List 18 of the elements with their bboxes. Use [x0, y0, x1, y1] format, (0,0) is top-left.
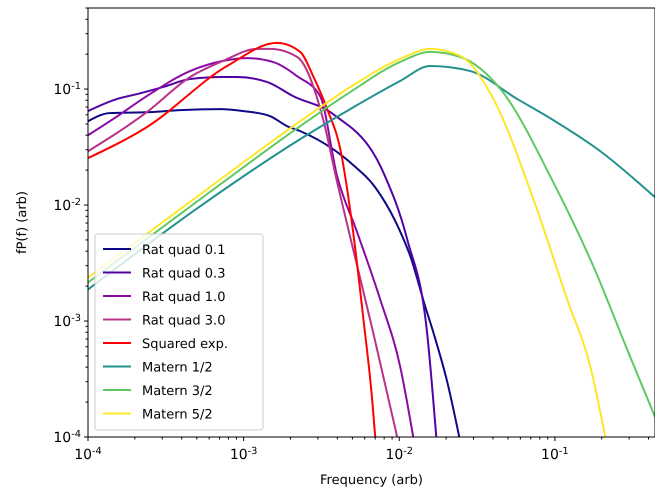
legend-label: Rat quad 1.0 [142, 290, 226, 305]
y-tick-label: 10$^{-2}$ [53, 196, 81, 214]
x-tick-label: 10$^{-4}$ [74, 446, 102, 463]
legend-label: Rat quad 3.0 [142, 314, 226, 328]
legend-label: Rat quad 0.1 [142, 243, 226, 258]
y-tick-label: 10$^{-4}$ [53, 428, 81, 446]
legend-label: Matern 5/2 [142, 408, 213, 422]
legend-label: Matern 1/2 [142, 360, 213, 376]
legend-label: Rat quad 0.3 [142, 266, 226, 282]
x-tick-label: 10$^{-2}$ [385, 446, 414, 463]
legend-label: Matern 3/2 [142, 384, 213, 399]
y-tick-label: 10$^{-1}$ [53, 80, 81, 98]
legend-label: Squared exp. [142, 337, 228, 352]
y-axis-title: fP(f) (arb) [15, 191, 30, 254]
x-tick-label: 10$^{-3}$ [230, 446, 258, 463]
y-tick-label: 10$^{-3}$ [53, 312, 81, 330]
x-tick-label: 10$^{-1}$ [541, 446, 569, 463]
x-axis-title: Frequency (arb) [320, 473, 423, 488]
